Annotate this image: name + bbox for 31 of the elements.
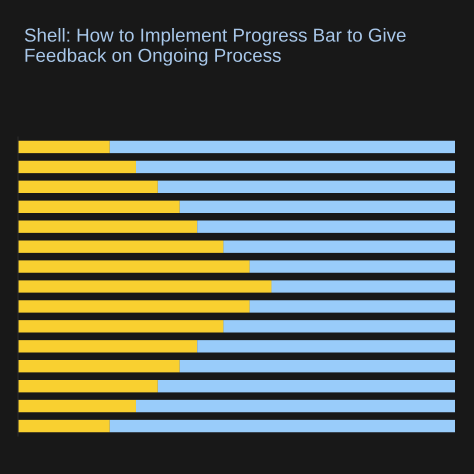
- bar: [18, 320, 224, 333]
- bar: [136, 400, 455, 412]
- bar: [18, 200, 180, 213]
- bar: [136, 160, 455, 174]
- bar: [180, 360, 455, 372]
- bar: [110, 140, 455, 154]
- bar: [18, 180, 158, 194]
- bar: [250, 260, 455, 273]
- bar: [18, 160, 136, 174]
- bar: [158, 180, 455, 194]
- bar: [223, 240, 455, 253]
- bar: [18, 260, 250, 273]
- bar: [18, 400, 136, 412]
- bar: [18, 420, 110, 432]
- bar: [197, 340, 455, 352]
- bar: [158, 380, 455, 392]
- bar: [197, 220, 455, 233]
- bar: [18, 280, 272, 293]
- bar: [18, 300, 250, 313]
- bar: [180, 200, 455, 213]
- bar: [18, 140, 110, 154]
- bar: [271, 280, 455, 293]
- bar: [18, 220, 198, 233]
- bar: [18, 340, 198, 352]
- bar: [18, 380, 158, 392]
- bar: [110, 420, 455, 432]
- chart-title: Shell: How to Implement Progress Bar to Give Feedback on Ongoing Process: [24, 28, 406, 66]
- bar: [18, 240, 224, 253]
- bar: [223, 320, 455, 333]
- bar: [250, 300, 455, 313]
- bar: [18, 360, 180, 372]
